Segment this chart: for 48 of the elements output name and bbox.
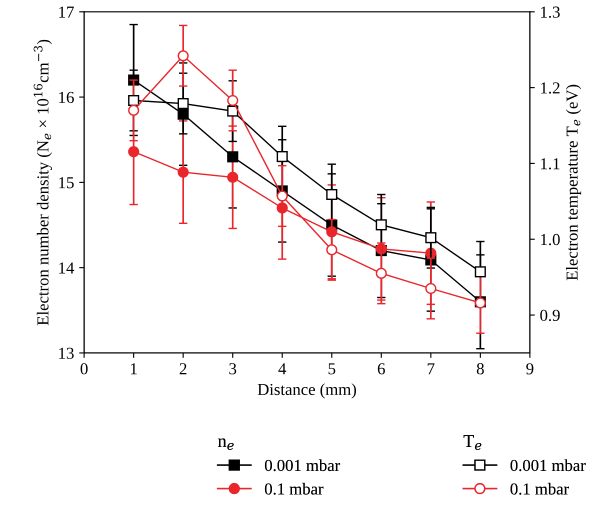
y2-tick-label: 1.3 — [541, 6, 560, 18]
x-tick-label: 0 — [80, 363, 88, 374]
y-tick-label: 14 — [59, 262, 74, 274]
x-tick-label: 5 — [328, 363, 336, 374]
x-tick-label: 2 — [180, 363, 186, 374]
y-tick-label: 16 — [59, 92, 74, 104]
point — [227, 106, 238, 117]
x-tick-label: 9 — [526, 363, 534, 374]
x-axis-title: Distance (mm) — [258, 383, 356, 398]
x-tick-label: 4 — [278, 363, 286, 374]
point — [128, 146, 140, 158]
legend-label: 0.1 mbar — [264, 482, 324, 495]
y2-tick-label: 1.1 — [541, 158, 560, 170]
point — [376, 268, 387, 279]
point — [276, 151, 288, 162]
point — [276, 190, 288, 202]
x-tick-label: 3 — [229, 363, 236, 374]
point — [178, 166, 189, 178]
point — [227, 94, 238, 106]
point — [326, 244, 338, 256]
point — [227, 151, 238, 162]
y2-tick-label: 1.0 — [541, 234, 560, 246]
point — [326, 188, 338, 200]
y2-tick-label: 1.2 — [541, 82, 560, 94]
point — [178, 98, 189, 110]
point — [178, 50, 189, 62]
text: n$_{e}$ — [218, 438, 234, 450]
legend-label: 0.1 mbar — [510, 482, 569, 495]
point — [425, 282, 436, 294]
y-axis-title: Electron number density (N$_{e}$ × 10$^{16}$cm$^{−3}$) — [34, 40, 52, 326]
y-tick-label: 15 — [59, 177, 74, 188]
point — [128, 94, 140, 106]
point — [376, 219, 387, 230]
y2-axis-title: Electron temperature T$_{e}$ (eV) — [566, 84, 582, 280]
y-tick-label: 17 — [59, 6, 74, 18]
y2-tick-label: 0.9 — [540, 310, 560, 322]
y-tick-label: 13 — [59, 348, 74, 359]
legend-label: 0.001 mbar — [510, 459, 586, 472]
x-tick-label: 8 — [476, 363, 484, 374]
x-tick-label: 7 — [428, 363, 435, 374]
x-tick-label: 6 — [378, 363, 385, 374]
point — [227, 172, 238, 183]
x-tick-label: 1 — [130, 363, 137, 374]
point — [128, 104, 140, 116]
point — [474, 266, 486, 278]
legend-label: 0.001 mbar — [264, 459, 340, 472]
point — [425, 232, 436, 244]
text: T$_{e}$ — [464, 435, 482, 450]
